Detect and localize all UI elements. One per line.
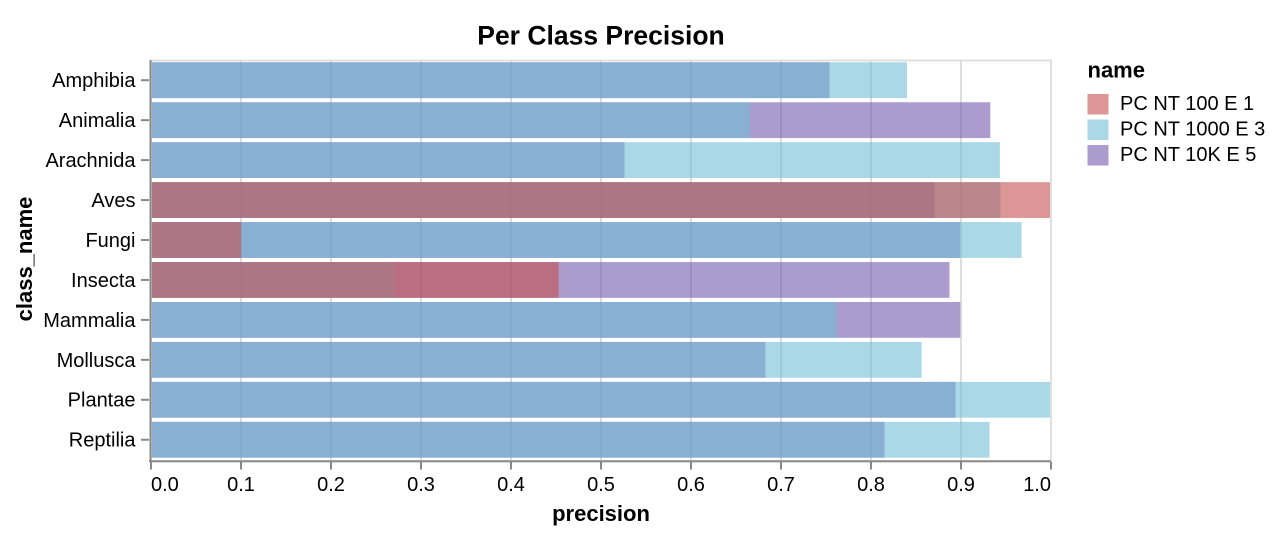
svg-text:Mammalia: Mammalia [43,310,136,332]
svg-text:Per Class Precision: Per Class Precision [477,21,724,51]
svg-text:PC NT 10K E 5: PC NT 10K E 5 [1120,144,1256,166]
svg-text:Aves: Aves [91,190,135,212]
svg-text:0.3: 0.3 [407,474,435,496]
svg-text:PC NT 1000 E 3: PC NT 1000 E 3 [1120,119,1265,141]
svg-text:Plantae: Plantae [68,390,136,412]
svg-text:0.8: 0.8 [857,474,885,496]
svg-text:1.0: 1.0 [1023,474,1051,496]
svg-text:Reptilia: Reptilia [69,430,137,452]
svg-text:Insecta: Insecta [71,270,136,292]
svg-text:0.7: 0.7 [767,474,795,496]
svg-text:0.0: 0.0 [151,474,179,496]
svg-text:Mollusca: Mollusca [57,350,137,372]
svg-text:Arachnida: Arachnida [45,150,136,172]
svg-text:0.5: 0.5 [587,474,615,496]
svg-text:PC NT 100 E 1: PC NT 100 E 1 [1120,93,1254,115]
svg-text:class_name: class_name [12,197,37,322]
svg-text:0.9: 0.9 [947,474,975,496]
svg-text:name: name [1088,58,1145,83]
svg-text:0.1: 0.1 [227,474,255,496]
svg-text:precision: precision [552,501,650,526]
svg-text:0.2: 0.2 [317,474,345,496]
svg-text:Amphibia: Amphibia [52,70,136,92]
svg-text:0.6: 0.6 [677,474,705,496]
svg-text:Animalia: Animalia [59,110,137,132]
svg-text:0.4: 0.4 [497,474,525,496]
svg-text:Fungi: Fungi [85,230,135,252]
